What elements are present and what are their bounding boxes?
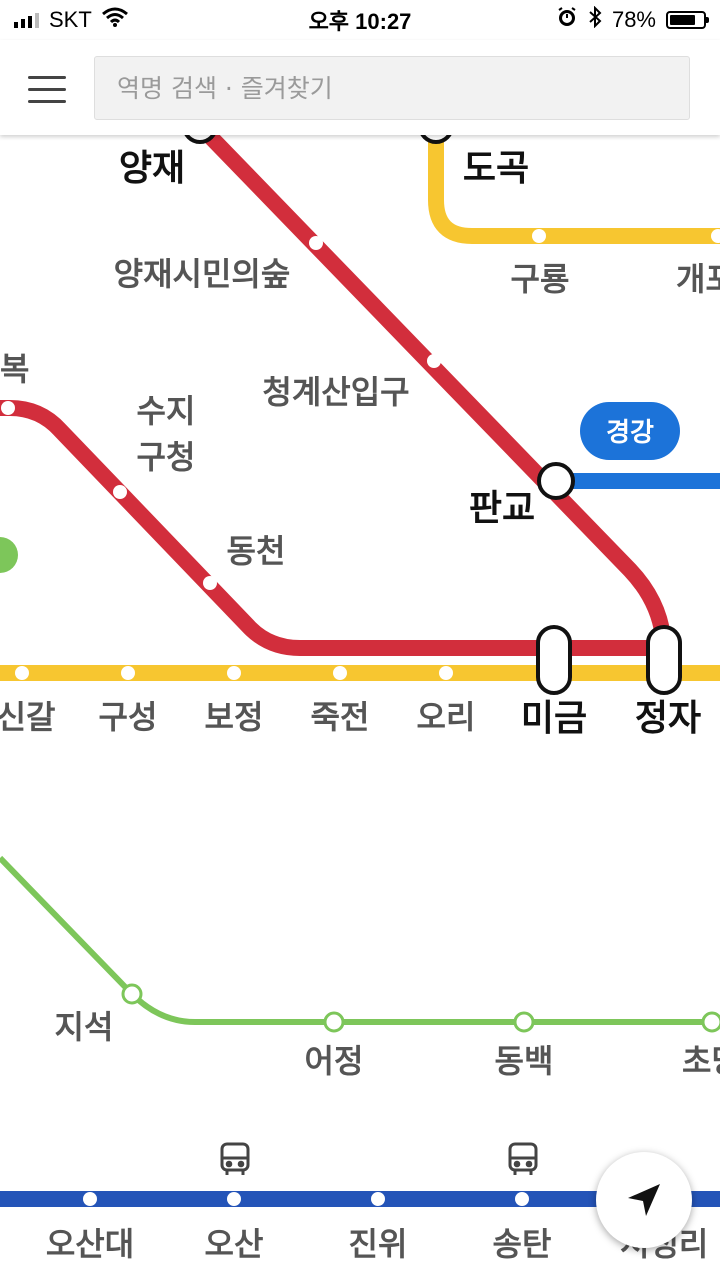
bus-icon	[508, 1142, 538, 1175]
shinbundang-line-lower	[0, 400, 664, 656]
station-dot-jukjeon	[333, 666, 347, 680]
alarm-icon	[556, 6, 578, 34]
menu-icon-bar	[28, 88, 66, 91]
station-dot-yangjae-citizens-forest	[309, 236, 323, 250]
station-dot-guseong	[121, 666, 135, 680]
label-eojeong[interactable]: 어정	[305, 1042, 364, 1080]
label-jiseok[interactable]: 지석	[55, 1008, 114, 1046]
search-input[interactable]	[95, 57, 689, 119]
station-dot-jiseok	[121, 983, 143, 1005]
transfer-station-labels: 양재 도곡 판교 미금 정자	[119, 148, 701, 739]
label-chodang[interactable]: 초당	[682, 1042, 720, 1080]
carrier-name: SKT	[49, 7, 92, 32]
battery-percent: 78%	[611, 7, 656, 32]
bluetooth-icon	[588, 5, 602, 34]
station-dot-eojeong	[323, 1011, 345, 1033]
current-location-button[interactable]	[596, 1152, 692, 1248]
white-station-dots[interactable]	[1, 229, 720, 1206]
label-dongcheon[interactable]: 동천	[227, 532, 286, 570]
label-osan-univ[interactable]: 오산대	[46, 1225, 134, 1263]
everline-partial-circle	[0, 537, 18, 573]
location-arrow-icon	[628, 1184, 660, 1216]
wifi-icon	[101, 7, 128, 33]
regular-station-labels: 양재시민의숲 구룡 개포 복 수지 구청 청계산입구 동천 신갈 구성 보정 죽…	[0, 255, 720, 1263]
station-marker-jeongja[interactable]	[646, 625, 682, 695]
station-dot-bojeong	[227, 666, 241, 680]
station-dot-dongbaek	[513, 1011, 535, 1033]
label-ori[interactable]: 오리	[417, 698, 476, 736]
label-migeum[interactable]: 미금	[521, 698, 587, 739]
label-bok[interactable]: 복	[0, 350, 29, 388]
gyeonggang-badge-label: 경강	[606, 418, 654, 448]
label-guryong[interactable]: 구룡	[511, 260, 570, 298]
everline-stations[interactable]	[121, 983, 720, 1033]
label-suji-1[interactable]: 수지	[137, 392, 196, 430]
label-cheonggyesan[interactable]: 청계산입구	[262, 373, 409, 411]
label-singal[interactable]: 신갈	[0, 698, 55, 736]
everline-line	[0, 855, 720, 1025]
station-dot-gaepo	[711, 229, 720, 243]
station-dot-songtan	[515, 1192, 529, 1206]
signal-icon	[14, 12, 39, 28]
suin-bundang-line-upper	[428, 126, 720, 244]
label-yangjae[interactable]: 양재	[119, 148, 185, 189]
station-dot-ori	[439, 666, 453, 680]
label-dongbaek[interactable]: 동백	[495, 1042, 554, 1080]
station-marker-migeum[interactable]	[536, 625, 572, 695]
label-pangyo[interactable]: 판교	[469, 488, 535, 529]
menu-icon-bar	[28, 100, 66, 103]
battery-fill	[670, 15, 695, 25]
bus-icon	[220, 1142, 250, 1175]
station-dot-cheonggyesan	[427, 354, 441, 368]
label-jukjeon[interactable]: 죽전	[311, 698, 370, 736]
station-dot-osan	[227, 1192, 241, 1206]
gyeonggang-badge-bg	[580, 402, 680, 460]
station-marker-pangyo[interactable]	[537, 462, 575, 500]
search-box[interactable]	[94, 56, 690, 120]
status-right: 78%	[556, 5, 709, 34]
station-dot-osan-univ	[83, 1192, 97, 1206]
station-dot-chodang	[701, 1011, 720, 1033]
station-dot-suji	[113, 485, 127, 499]
label-guseong[interactable]: 구성	[99, 698, 158, 736]
label-jeongja[interactable]: 정자	[635, 698, 701, 739]
battery-icon	[666, 11, 709, 29]
status-left: SKT	[14, 7, 128, 33]
label-osan[interactable]: 오산	[205, 1225, 264, 1263]
menu-icon-bar	[28, 76, 66, 79]
station-dot-bok	[1, 401, 15, 415]
label-jinwi[interactable]: 진위	[349, 1225, 408, 1263]
station-dot-guryong	[532, 229, 546, 243]
label-songtan[interactable]: 송탄	[493, 1225, 552, 1263]
label-yangjae-citizens-forest[interactable]: 양재시민의숲	[114, 255, 291, 293]
label-bojeong[interactable]: 보정	[205, 698, 264, 736]
label-suji-2[interactable]: 구청	[137, 438, 196, 476]
label-dogok[interactable]: 도곡	[463, 148, 529, 189]
label-gaepo[interactable]: 개포	[676, 260, 720, 298]
station-dot-jinwi	[371, 1192, 385, 1206]
station-dot-singal	[15, 666, 29, 680]
station-dot-dongcheon	[203, 576, 217, 590]
gyeonggang-line-badge[interactable]: 경강	[580, 402, 680, 460]
menu-button[interactable]	[28, 76, 66, 104]
top-header	[0, 40, 720, 135]
